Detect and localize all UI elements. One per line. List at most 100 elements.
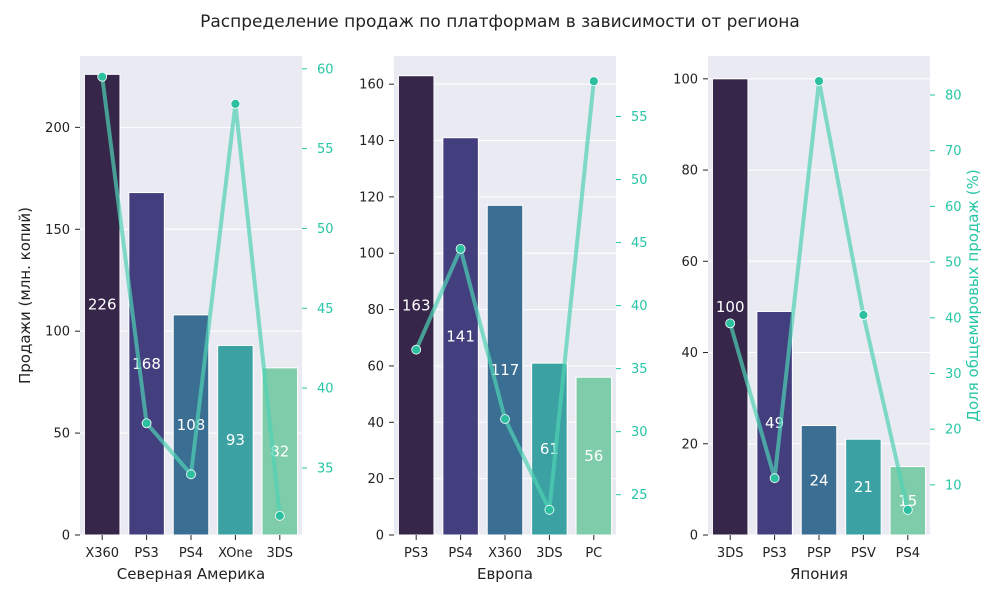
y2-tick-label: 35 <box>317 461 334 476</box>
x-tick-label: PS3 <box>762 546 786 561</box>
bar-value-label: 226 <box>88 296 117 314</box>
y-tick-label: 60 <box>367 359 384 374</box>
bar-ps3 <box>397 75 435 536</box>
y2-tick-label: 45 <box>317 302 334 317</box>
x-tick-label: 3DS <box>536 546 563 561</box>
chart-panel-1: 2261681089382050100150200354045505560X36… <box>16 56 334 583</box>
share-point <box>230 99 241 109</box>
bar-xone <box>217 344 254 536</box>
y2-tick-label: 55 <box>317 142 334 157</box>
y-tick-label: 0 <box>62 529 70 544</box>
share-point <box>274 510 285 521</box>
y2-tick-label: 25 <box>631 488 648 503</box>
bar-ps4 <box>442 137 479 536</box>
y-tick-label: 60 <box>681 255 698 270</box>
bar-value-label: 117 <box>491 361 520 379</box>
y-tick-label: 20 <box>681 437 698 452</box>
x-tick-label: PC <box>585 546 602 561</box>
y-tick-label: 80 <box>681 164 698 179</box>
y-tick-label: 200 <box>45 121 70 136</box>
bar-ps3 <box>128 192 165 536</box>
y2-tick-label: 55 <box>631 110 648 125</box>
share-point <box>858 310 869 320</box>
y-tick-label: 40 <box>681 346 698 361</box>
x-axis-title: Северная Америка <box>117 565 265 583</box>
y-tick-label: 100 <box>673 72 698 87</box>
y-tick-label: 120 <box>359 190 384 205</box>
y-tick-label: 100 <box>45 325 70 340</box>
share-point <box>725 318 736 329</box>
share-point <box>455 243 466 254</box>
y-tick-label: 50 <box>53 427 70 442</box>
y2-tick-label: 35 <box>631 362 648 377</box>
y2-tick-label: 60 <box>945 200 962 215</box>
x-tick-label: 3DS <box>717 546 744 561</box>
bar-value-label: 100 <box>716 298 745 316</box>
x-tick-label: PS4 <box>179 546 203 561</box>
bar-ps4 <box>889 466 927 536</box>
x-tick-label: XOne <box>218 546 253 561</box>
x-axis-title: Япония <box>790 565 848 583</box>
y-tick-label: 20 <box>367 472 384 487</box>
share-point <box>588 76 599 87</box>
share-point <box>814 76 824 86</box>
x-tick-label: X360 <box>85 546 119 561</box>
bar-value-label: 93 <box>226 431 245 449</box>
y-tick-label: 140 <box>359 134 384 149</box>
bar-psp <box>800 425 838 536</box>
bar-value-label: 24 <box>809 471 828 489</box>
bar-3ds <box>711 78 749 536</box>
y2-tick-label: 40 <box>945 311 962 326</box>
x-tick-label: PS4 <box>896 546 920 561</box>
x-tick-label: PS3 <box>404 546 428 561</box>
bar-value-label: 163 <box>402 296 431 314</box>
x-tick-label: X360 <box>488 546 522 561</box>
bar-value-label: 56 <box>584 447 603 465</box>
x-tick-label: PS3 <box>134 546 158 561</box>
y2-axis-title: Доля общемировых продаж (%) <box>964 169 982 421</box>
x-tick-label: 3DS <box>267 546 294 561</box>
x-axis-title: Европа <box>477 565 533 583</box>
share-point <box>500 414 510 424</box>
x-tick-label: PS4 <box>448 546 472 561</box>
y2-tick-label: 50 <box>945 256 962 271</box>
y2-tick-label: 40 <box>631 299 648 314</box>
y2-tick-label: 40 <box>317 382 334 397</box>
bar-ps4 <box>172 314 210 536</box>
figure-suptitle: Распределение продаж по платформам в зав… <box>200 12 800 32</box>
bar-value-label: 108 <box>177 416 206 434</box>
y-axis-title: Продажи (млн. копий) <box>16 207 34 384</box>
chart-panels: 2261681089382050100150200354045505560X36… <box>16 56 982 583</box>
share-point <box>97 71 108 82</box>
y2-tick-label: 50 <box>317 222 334 237</box>
x-tick-label: PSV <box>851 546 876 561</box>
y2-tick-label: 70 <box>945 144 962 159</box>
y2-tick-label: 80 <box>945 88 962 103</box>
bar-psv <box>845 438 882 536</box>
y-tick-label: 150 <box>45 223 70 238</box>
y2-tick-label: 10 <box>945 478 962 493</box>
y-tick-label: 0 <box>376 529 384 544</box>
x-tick-label: PSP <box>807 546 831 561</box>
y2-tick-label: 60 <box>317 62 334 77</box>
share-point <box>544 504 555 515</box>
y2-tick-label: 30 <box>945 367 962 382</box>
bar-value-label: 21 <box>854 478 873 496</box>
share-point <box>141 418 152 429</box>
y-tick-label: 100 <box>359 247 384 262</box>
y2-tick-label: 50 <box>631 173 648 188</box>
y2-tick-label: 30 <box>631 425 648 440</box>
y-tick-label: 0 <box>690 529 698 544</box>
bar-value-label: 141 <box>446 327 475 345</box>
share-point <box>411 344 422 355</box>
bar-ps3 <box>756 310 793 536</box>
share-point <box>769 473 780 484</box>
share-point <box>902 505 913 515</box>
y2-tick-label: 45 <box>631 236 648 251</box>
y-tick-label: 40 <box>367 416 384 431</box>
share-point <box>186 469 196 480</box>
y-tick-label: 80 <box>367 303 384 318</box>
